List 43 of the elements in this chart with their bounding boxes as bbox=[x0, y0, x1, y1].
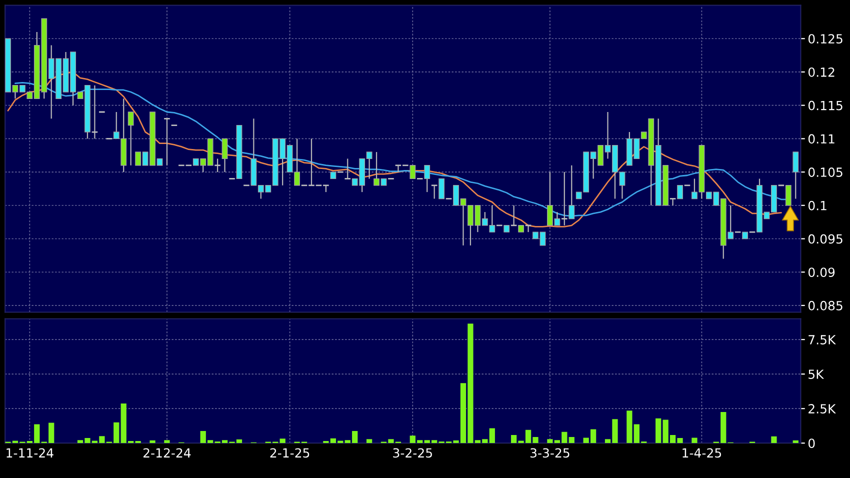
candlestick bbox=[438, 178, 445, 200]
bar bbox=[656, 418, 662, 444]
bar bbox=[150, 440, 156, 444]
bar bbox=[164, 440, 170, 444]
y-tick-label: 0.125 bbox=[808, 34, 842, 44]
candlestick bbox=[430, 184, 438, 200]
x-tick-label: 1-11-24 bbox=[6, 448, 54, 458]
x-tick-label: 3-2-25 bbox=[393, 448, 432, 458]
candlestick bbox=[524, 224, 532, 233]
candlestick bbox=[785, 185, 792, 206]
y-tick-label: 0.085 bbox=[808, 300, 842, 310]
y-tick-label: 0.11 bbox=[808, 134, 834, 144]
y-tick-label: 0 bbox=[808, 438, 815, 448]
candlestick bbox=[677, 185, 683, 200]
y-tick-label: 2.5K bbox=[808, 404, 836, 414]
candlestick bbox=[128, 111, 134, 166]
candlestick bbox=[163, 118, 171, 166]
y-tick-label: 0.12 bbox=[808, 67, 834, 77]
candlestick bbox=[792, 151, 799, 200]
x-tick-label: 2-12-24 bbox=[143, 448, 191, 458]
candlestick bbox=[510, 204, 518, 226]
candlestick bbox=[344, 158, 352, 180]
x-tick-label: 3-3-25 bbox=[530, 448, 570, 458]
bar bbox=[489, 428, 495, 444]
y-tick-label: 0.115 bbox=[808, 100, 842, 110]
x-tick-label: 2-1-25 bbox=[270, 448, 310, 458]
bar bbox=[771, 436, 777, 444]
y-tick-label: 0.105 bbox=[808, 168, 842, 177]
x-tick-label: 1-4-25 bbox=[682, 448, 722, 458]
y-tick-label: 0.095 bbox=[808, 234, 842, 244]
y-tick-label: 7.5K bbox=[808, 335, 836, 344]
bar bbox=[366, 439, 372, 444]
candlestick bbox=[410, 165, 416, 180]
candlestick bbox=[214, 158, 222, 173]
candlestick bbox=[560, 171, 568, 226]
y-tick-label: 0.1 bbox=[808, 200, 826, 210]
bar bbox=[568, 437, 574, 444]
candlestick bbox=[669, 198, 676, 206]
y-tick-label: 5K bbox=[808, 370, 824, 379]
bar bbox=[692, 438, 698, 444]
candlestick bbox=[222, 138, 228, 173]
y-tick-label: 0.09 bbox=[808, 268, 835, 278]
bar bbox=[280, 438, 286, 444]
